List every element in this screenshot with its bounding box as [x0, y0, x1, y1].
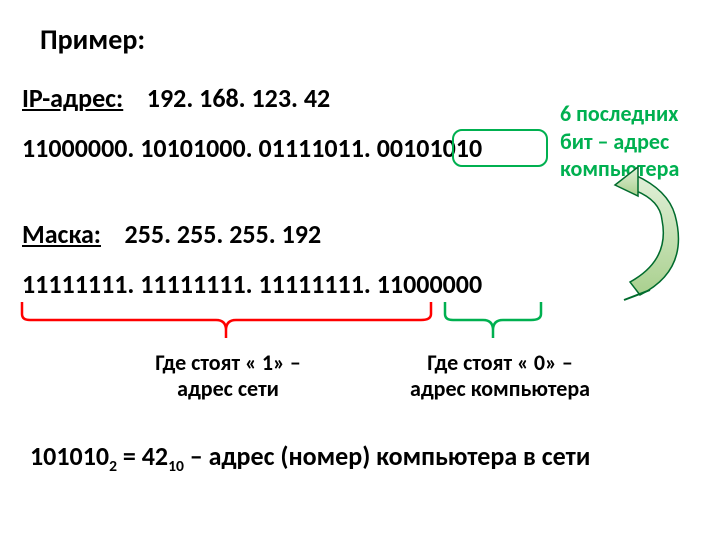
result-sub1: 2 [109, 457, 117, 476]
result-sub2: 10 [168, 457, 184, 476]
anno1-l1: Где стоят « 1» – [118, 350, 338, 376]
result-eq: = [117, 440, 142, 472]
ip-label: IP-адрес: [22, 82, 123, 114]
sidenote-l2: бит – адрес [560, 128, 679, 156]
result-bin: 101010 [30, 440, 109, 472]
bracket-host [443, 300, 543, 342]
anno1-l2: адрес сети [118, 376, 338, 402]
annotation-network: Где стоят « 1» – адрес сети [118, 350, 338, 403]
annotation-host: Где стоят « 0» – адрес компьютера [385, 350, 615, 403]
anno2-l2: адрес компьютера [385, 376, 615, 402]
curved-arrow [520, 160, 710, 320]
ip-address-line: IP-адрес: 192. 168. 123. 42 [22, 82, 330, 114]
title: Пример: [40, 22, 145, 57]
ip-binary-line: 11000000. 10101000. 01111011. 00101010 [22, 132, 482, 164]
bracket-network [20, 300, 433, 342]
result-dec: 42 [142, 440, 168, 472]
result-tail: – адрес (номер) компьютера в сети [184, 440, 590, 472]
mask-label: Маска: [22, 218, 101, 250]
mask-line: Маска: 255. 255. 255. 192 [22, 218, 321, 250]
anno2-l1: Где стоят « 0» – [385, 350, 615, 376]
sidenote-l1: 6 последних [560, 100, 679, 128]
ip-value: 192. 168. 123. 42 [147, 82, 330, 114]
result-line: 1010102 = 4210 – адрес (номер) компьютер… [30, 440, 590, 476]
mask-binary-line: 11111111. 11111111. 11111111. 11000000 [22, 268, 482, 300]
mask-value: 255. 255. 255. 192 [125, 218, 322, 250]
